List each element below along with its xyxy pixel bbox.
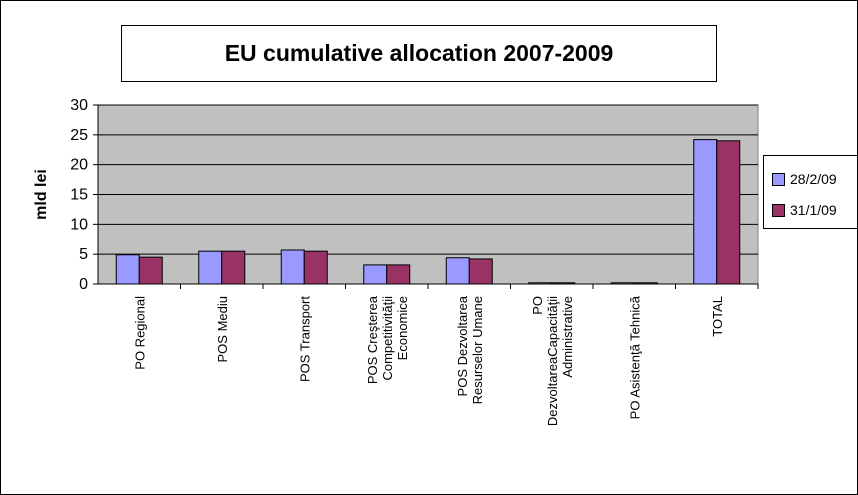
legend-item-series-2: 31/1/09	[772, 202, 837, 218]
bar-series-1	[610, 282, 635, 285]
chart-title-box: EU cumulative allocation 2007-2009	[121, 25, 717, 82]
x-tick-label: POS Creşterea Competitivităţii Economice	[365, 295, 410, 384]
bar-series-2	[716, 140, 741, 285]
y-axis-label: mld lei	[33, 169, 50, 220]
bar-series-2	[468, 258, 493, 285]
x-tick-label-line: Competitivităţii	[380, 296, 395, 381]
bar-series-1	[363, 264, 388, 285]
bar-series-2	[386, 264, 411, 285]
x-tick-label-line: POS Mediu	[215, 296, 230, 362]
legend-swatch-series-1	[772, 172, 785, 186]
bar-series-2	[303, 250, 328, 285]
x-tick-label-line: DezvoltareaCapacităţii	[545, 296, 560, 426]
x-tick-label-line: TOTAL	[710, 296, 725, 337]
y-tick-label: 25	[70, 127, 88, 144]
x-tick-label-line: Administrative	[560, 296, 575, 378]
chart-title: EU cumulative allocation 2007-2009	[224, 40, 614, 66]
bar-series-1	[528, 282, 553, 285]
legend-label-series-1: 28/2/09	[790, 171, 837, 187]
x-tick-label-line: Economice	[395, 296, 410, 360]
legend-swatch-series-2	[772, 203, 785, 217]
y-tick-label: 5	[79, 246, 88, 263]
x-tick-label: PO Regional	[132, 296, 147, 370]
x-tick-label-line: POS Creşterea	[365, 295, 380, 384]
x-tick-label: TOTAL	[710, 296, 725, 337]
bar-series-1	[115, 254, 140, 285]
bar-series-1	[280, 249, 305, 285]
x-tick-label-line: POS Transport	[297, 296, 312, 382]
x-tick-label: POS Transport	[297, 296, 312, 382]
bar-series-1	[198, 250, 223, 285]
y-tick-label: 30	[70, 97, 88, 114]
y-tick-label: 15	[70, 187, 88, 204]
bar-series-2	[551, 282, 576, 285]
x-tick-label-line: POS Dezvoltarea	[455, 295, 470, 396]
x-tick-label: PO Asistenţă Tehnică	[627, 295, 642, 419]
x-tick-label-line: PO Regional	[132, 296, 147, 370]
y-tick-label: 20	[70, 157, 88, 174]
x-tick-label: POS Mediu	[215, 296, 230, 362]
y-tick-label: 0	[79, 276, 88, 293]
x-tick-label: POS Dezvoltarea Resurselor Umane	[455, 295, 485, 404]
x-tick-label: PO DezvoltareaCapacităţii Administrative	[530, 296, 575, 426]
x-tick-label-line: Resurselor Umane	[470, 296, 485, 404]
bar-series-2	[633, 282, 658, 285]
bar-series-1	[693, 139, 718, 285]
y-tick-label: 10	[70, 216, 88, 233]
legend-label-series-2: 31/1/09	[790, 202, 837, 218]
bar-series-2	[138, 256, 163, 285]
x-tick-label-line: PO	[530, 296, 545, 315]
bar-series-1	[445, 257, 470, 285]
chart-legend: 28/2/09 31/1/09	[763, 155, 858, 229]
legend-item-series-1: 28/2/09	[772, 171, 837, 187]
x-tick-label-line: PO Asistenţă Tehnică	[627, 295, 642, 419]
bar-series-2	[221, 250, 246, 285]
